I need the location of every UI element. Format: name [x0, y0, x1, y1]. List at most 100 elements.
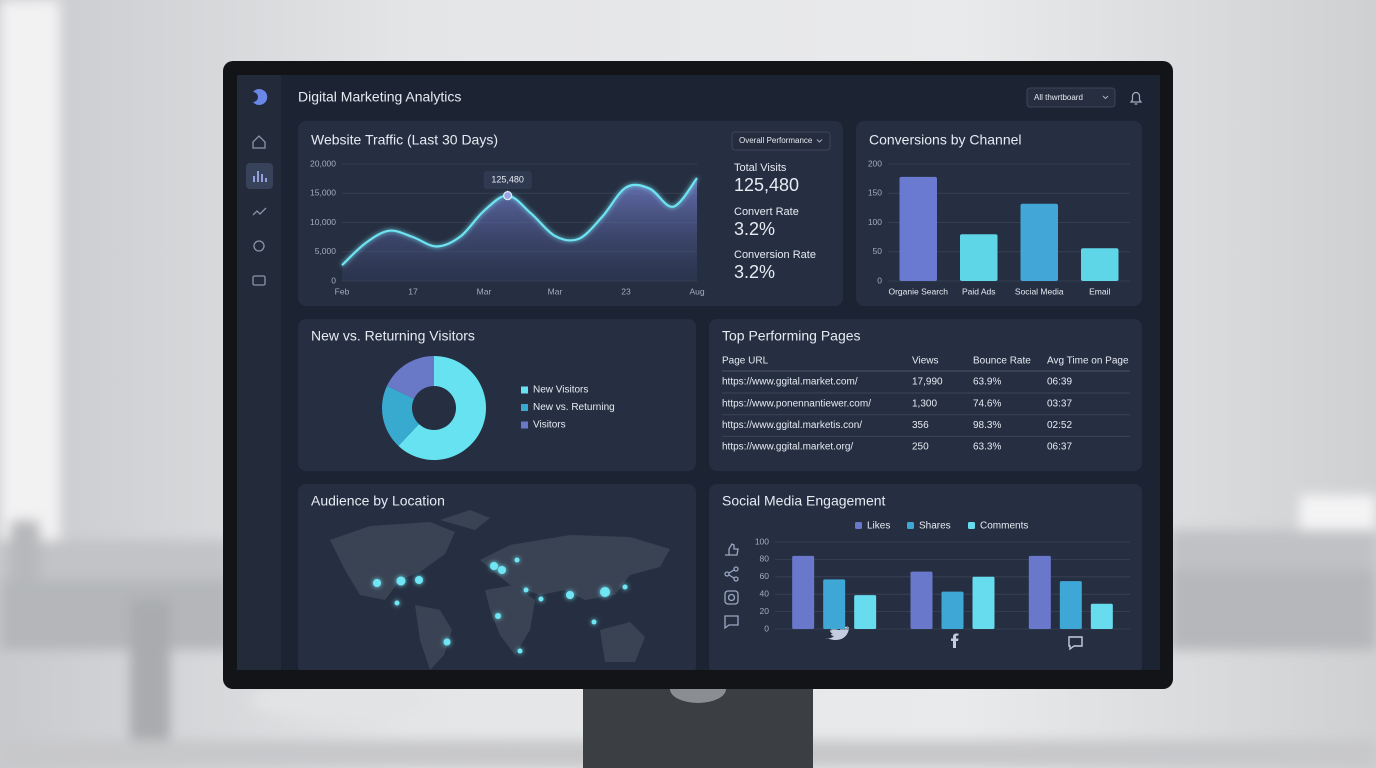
- social-icons: [724, 543, 739, 630]
- x-tick-label: Mar: [548, 286, 563, 296]
- y-tick-label: 60: [760, 571, 770, 581]
- y-tick-label: 20: [760, 606, 770, 616]
- panel-title: Social Media Engagement: [722, 493, 886, 509]
- bar: [1059, 581, 1082, 629]
- y-tick-label: 20,000: [310, 158, 336, 168]
- y-tick-label: 0: [764, 623, 769, 633]
- filter-dropdown[interactable]: [1026, 87, 1116, 108]
- bar: [792, 555, 815, 629]
- twitter-icon: [825, 626, 849, 640]
- x-tick-label: Organie Search: [888, 286, 948, 296]
- y-tick-label: 15,000: [310, 188, 336, 198]
- trend-icon[interactable]: [252, 207, 267, 216]
- bar: [1090, 603, 1113, 629]
- legend-swatch: [968, 522, 975, 529]
- line: [341, 177, 698, 267]
- settings-icon[interactable]: [253, 240, 265, 252]
- page-title: Digital Marketing Analytics: [298, 89, 461, 105]
- y-tick-label: 100: [868, 217, 882, 227]
- y-tick-label: 40: [760, 588, 770, 598]
- facebook-icon: [951, 633, 959, 648]
- y-tick-label: 200: [868, 158, 882, 168]
- table-header: Bounce Rate: [973, 356, 1031, 367]
- table-cell: https://www.ggital.market.com/: [722, 377, 858, 388]
- table-cell: 63.9%: [973, 377, 1001, 388]
- legend-label: New vs. Returning: [533, 402, 615, 413]
- stat-label: Convert Rate: [734, 206, 799, 218]
- stat-label: Conversion Rate: [734, 249, 816, 261]
- table-cell: 1,300: [912, 398, 937, 409]
- bar: [959, 234, 998, 281]
- annotation-box: [483, 171, 532, 189]
- y-tick-label: 5,000: [315, 246, 337, 256]
- y-tick-label: 10,000: [310, 217, 336, 227]
- x-tick-label: Feb: [335, 286, 350, 296]
- bar: [823, 579, 846, 629]
- panel-title: Audience by Location: [311, 493, 445, 509]
- table-cell: 03:37: [1047, 398, 1072, 409]
- bar: [972, 576, 995, 629]
- annotation: 125,480: [491, 174, 524, 184]
- filter-text[interactable]: All thwrtboard: [1034, 93, 1083, 102]
- dashboard: Digital Marketing Analytics All thwrtboa…: [237, 75, 1143, 670]
- table-cell: 250: [912, 442, 929, 453]
- legend-swatch: [521, 386, 528, 394]
- stat-value: 3.2%: [734, 219, 775, 239]
- location-dots: [373, 557, 628, 654]
- bar: [910, 571, 933, 629]
- y-tick-label: 50: [873, 246, 883, 256]
- table-cell: https://www.ggital.market.org/: [722, 442, 853, 453]
- panel: [709, 319, 1142, 471]
- caret: [1102, 95, 1109, 100]
- x-tick-label: Social Media: [1015, 286, 1064, 296]
- stat-label: Total Visits: [734, 162, 787, 174]
- table-cell: https://www.ponennantiewer.com/: [722, 398, 871, 409]
- table-cell: 06:39: [1047, 377, 1072, 388]
- pie-slice: [382, 385, 419, 446]
- legend-swatch: [521, 421, 528, 429]
- x-tick-label: Email: [1089, 286, 1110, 296]
- stat-value: 125,480: [734, 175, 799, 195]
- table-cell: 17,990: [912, 377, 943, 388]
- bar: [1028, 555, 1051, 629]
- panel-title: New vs. Returning Visitors: [311, 328, 475, 344]
- logo: [253, 89, 268, 105]
- y-tick-label: 80: [760, 554, 770, 564]
- bar: [899, 176, 938, 281]
- x-tick-label: 17: [408, 286, 418, 296]
- inbox-icon[interactable]: [252, 275, 266, 286]
- bell-icon[interactable]: [1129, 91, 1143, 105]
- perf-dropdown[interactable]: [731, 131, 831, 151]
- nav-active[interactable]: [246, 163, 273, 189]
- pie-slice: [398, 356, 487, 460]
- y-tick-label: 0: [331, 275, 336, 285]
- y-tick-label: 0: [877, 275, 882, 285]
- table-cell: 02:52: [1047, 420, 1072, 431]
- table-cell: https://www.ggital.marketis.con/: [722, 420, 862, 431]
- table-cell: 356: [912, 420, 929, 431]
- legend-label: Visitors: [533, 420, 566, 431]
- legend-label: Shares: [919, 521, 951, 532]
- x-tick-label: 23: [621, 286, 631, 296]
- table-header: Views: [912, 356, 939, 367]
- bar: [1080, 248, 1119, 281]
- home-icon[interactable]: [252, 135, 266, 149]
- y-tick-label: 100: [755, 536, 769, 546]
- comment-icon: [1068, 636, 1083, 651]
- stat-value: 3.2%: [734, 262, 775, 282]
- table-cell: 06:37: [1047, 442, 1072, 453]
- line-area: [342, 178, 697, 281]
- analytics-icon[interactable]: [253, 171, 267, 182]
- legend-swatch: [521, 404, 528, 411]
- panel-title: Website Traffic (Last 30 Days): [311, 132, 498, 148]
- table-cell: 74.6%: [973, 398, 1001, 409]
- caret: [816, 139, 823, 143]
- pie-slice: [386, 356, 434, 399]
- table-cell: 63.3%: [973, 442, 1001, 453]
- panel-title: Top Performing Pages: [722, 328, 861, 344]
- table-header: Avg Time on Page: [1047, 356, 1129, 367]
- perf-dropdown-text[interactable]: Overall Performance: [739, 136, 813, 145]
